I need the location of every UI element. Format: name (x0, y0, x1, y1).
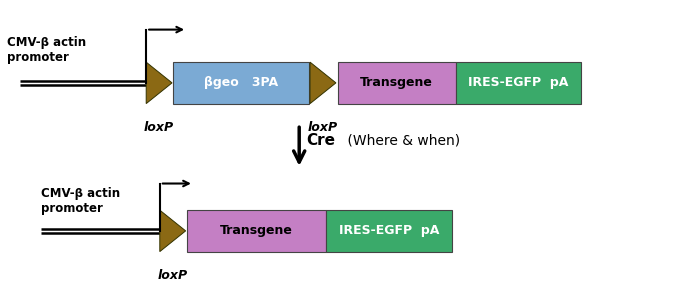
FancyBboxPatch shape (173, 62, 309, 104)
Text: loxP: loxP (144, 121, 174, 134)
Text: loxP: loxP (158, 269, 188, 282)
Text: IRES-EGFP  pA: IRES-EGFP pA (469, 76, 568, 89)
Text: βgeo   3PA: βgeo 3PA (204, 76, 279, 89)
FancyBboxPatch shape (326, 210, 452, 252)
Text: CMV-β actin
promoter: CMV-β actin promoter (41, 187, 120, 215)
FancyBboxPatch shape (456, 62, 581, 104)
Text: (Where & when): (Where & when) (343, 133, 460, 148)
Text: Cre: Cre (306, 133, 335, 148)
Text: loxP: loxP (308, 121, 338, 134)
Polygon shape (160, 210, 186, 252)
Text: IRES-EGFP  pA: IRES-EGFP pA (339, 224, 439, 237)
Polygon shape (310, 62, 336, 104)
Polygon shape (146, 62, 172, 104)
Text: Transgene: Transgene (220, 224, 293, 237)
FancyBboxPatch shape (187, 210, 326, 252)
FancyBboxPatch shape (338, 62, 456, 104)
Text: Transgene: Transgene (360, 76, 433, 89)
Text: CMV-β actin
promoter: CMV-β actin promoter (7, 36, 86, 64)
